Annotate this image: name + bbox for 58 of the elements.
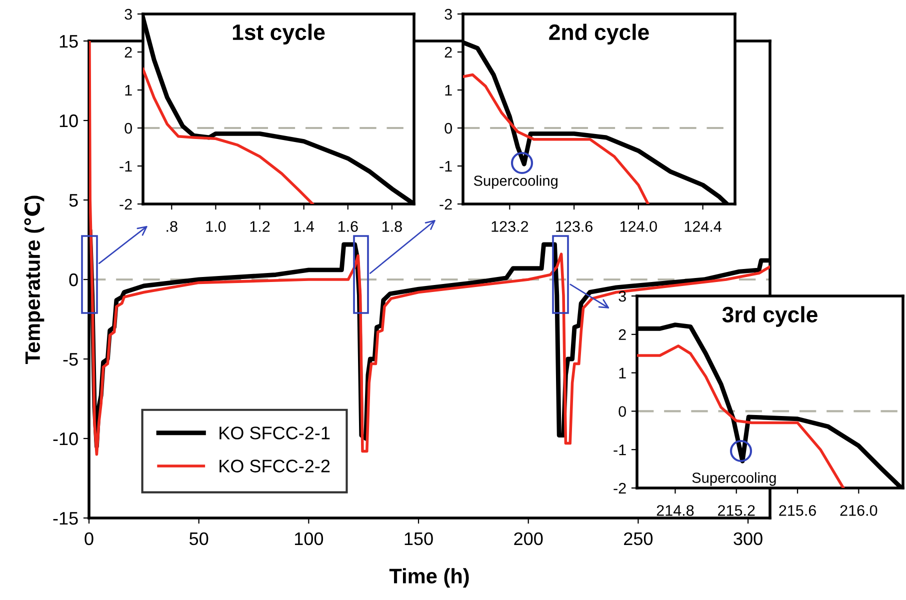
x-tick-label: 215.2 <box>718 505 755 516</box>
x-tick-label: 300 <box>734 532 762 546</box>
x-tick-label: 124.0 <box>620 221 657 232</box>
x-tick-label: .8 <box>166 221 178 232</box>
y-axis-title: Temperature (℃) <box>24 196 44 364</box>
x-tick-label: 250 <box>624 532 653 546</box>
chart-title: 2nd cycle <box>549 24 649 44</box>
y-tick-label: -2 <box>120 198 132 210</box>
y-tick-label: 1 <box>445 85 452 96</box>
y-tick-label: 1 <box>619 368 626 378</box>
y-tick-label: -15 <box>53 512 78 525</box>
x-tick-label: 200 <box>514 532 543 546</box>
x-tick-label: 1.2 <box>250 221 270 232</box>
legend-label: KO SFCC-2-2 <box>220 460 330 472</box>
y-tick-label: 5 <box>69 194 78 207</box>
y-tick-label: -2 <box>614 482 626 494</box>
x-tick-label: 214.8 <box>656 505 694 516</box>
y-tick-label: 2 <box>618 329 626 340</box>
line-series <box>143 68 314 204</box>
y-tick-label: 3 <box>444 8 452 20</box>
y-tick-label: 0 <box>444 122 452 134</box>
y-tick-label: -5 <box>63 353 78 366</box>
x-tick-label: 1.8 <box>382 221 402 232</box>
x-tick-label: 216.0 <box>840 505 878 516</box>
y-tick-label: -1 <box>440 161 452 172</box>
annotation: Supercooling <box>692 472 776 486</box>
y-tick-label: -10 <box>53 432 78 446</box>
y-tick-label: 0 <box>69 273 78 286</box>
x-axis-title: Time (h) <box>389 568 469 588</box>
y-tick-label: 2 <box>124 46 132 58</box>
x-tick-label: 100 <box>294 532 324 546</box>
y-tick-label: -2 <box>440 198 452 210</box>
x-tick-label: 1.0 <box>206 221 226 232</box>
y-tick-label: 0 <box>618 406 626 417</box>
y-tick-label: -1 <box>614 444 626 456</box>
x-tick-label: 150 <box>404 532 433 546</box>
x-tick-label: 215.6 <box>779 505 816 516</box>
y-tick-label: 0 <box>124 122 132 134</box>
y-tick-label: 2 <box>444 46 452 58</box>
x-tick-label: 124.4 <box>684 221 722 232</box>
x-tick-label: 1.6 <box>338 221 358 232</box>
x-tick-label: 0 <box>84 532 94 546</box>
chart-title: 1st cycle <box>232 24 325 44</box>
y-tick-label: 3 <box>618 290 626 302</box>
x-tick-label: 1.4 <box>294 221 314 232</box>
line-series <box>463 73 650 204</box>
x-tick-label: 123.6 <box>556 221 592 232</box>
x-tick-label: 123.2 <box>492 221 528 232</box>
x-tick-label: 50 <box>190 532 208 546</box>
y-tick-label: 15 <box>60 35 78 48</box>
y-tick-label: 1 <box>125 85 132 96</box>
line-series <box>637 344 845 488</box>
y-tick-label: 10 <box>60 114 78 128</box>
y-tick-label: 3 <box>124 8 132 20</box>
legend-label: KO SFCC-2-1 <box>220 426 330 440</box>
y-tick-label: -1 <box>120 161 132 172</box>
annotation: Supercooling <box>474 175 558 189</box>
chart-title: 3rd cycle <box>722 306 818 327</box>
